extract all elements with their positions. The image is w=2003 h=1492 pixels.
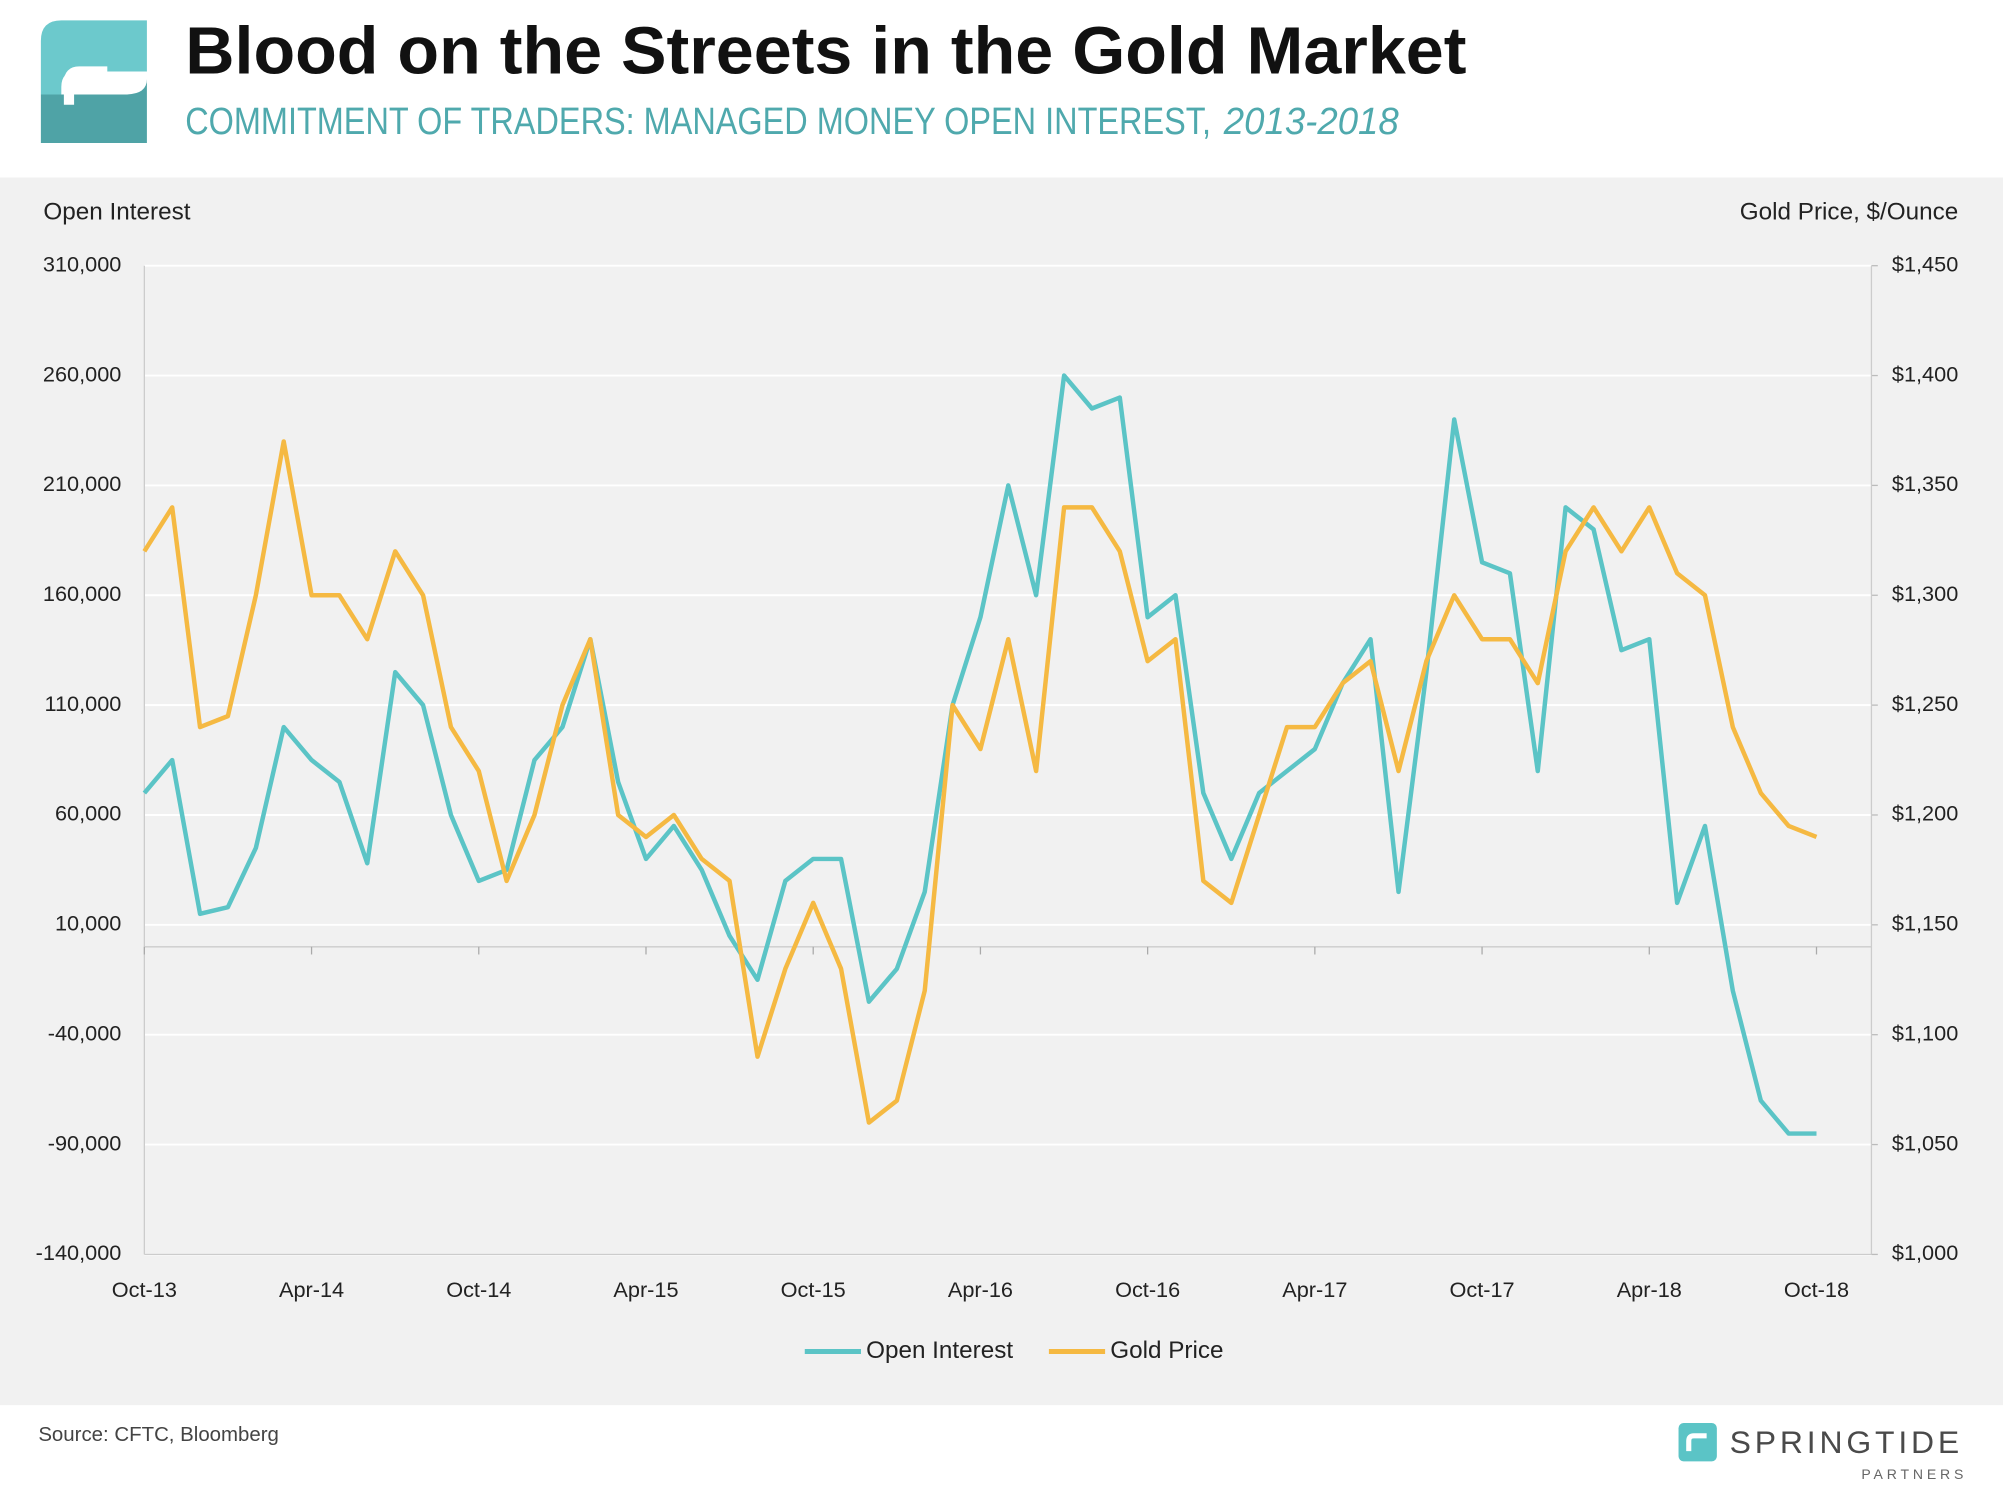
y2-tick-label: $1,100 bbox=[1892, 1020, 1958, 1045]
legend-label: Open Interest bbox=[866, 1337, 1013, 1364]
x-tick-label: Oct-16 bbox=[1115, 1277, 1180, 1302]
y-axis-label: Open Interest bbox=[43, 199, 190, 226]
x-tick-label: Apr-18 bbox=[1617, 1277, 1682, 1302]
y2-tick-label: $1,450 bbox=[1892, 251, 1958, 276]
brand-sub: PARTNERS bbox=[1861, 1466, 1967, 1482]
x-tick-label: Oct-14 bbox=[446, 1277, 511, 1302]
footer-logo bbox=[1678, 1423, 1717, 1462]
y2-tick-label: $1,350 bbox=[1892, 471, 1958, 496]
y-tick-label: 310,000 bbox=[43, 251, 121, 276]
x-tick-label: Apr-16 bbox=[948, 1277, 1013, 1302]
title: Blood on the Streets in the Gold Market bbox=[185, 15, 1466, 89]
x-tick-label: Apr-14 bbox=[279, 1277, 344, 1302]
subtitle: COMMITMENT OF TRADERS: MANAGED MONEY OPE… bbox=[185, 100, 1211, 143]
y-tick-label: 210,000 bbox=[43, 471, 121, 496]
y-tick-label: 260,000 bbox=[43, 361, 121, 386]
x-tick-label: Oct-13 bbox=[112, 1277, 177, 1302]
y-tick-label: -40,000 bbox=[48, 1020, 122, 1045]
line-series bbox=[142, 439, 1818, 1125]
x-tick-label: Oct-15 bbox=[781, 1277, 846, 1302]
line-series bbox=[142, 373, 1817, 1136]
y-tick-label: 60,000 bbox=[55, 801, 121, 826]
source: Source: CFTC, Bloomberg bbox=[38, 1424, 279, 1446]
y2-tick-label: $1,150 bbox=[1892, 911, 1958, 936]
x-tick-label: Apr-15 bbox=[613, 1277, 678, 1302]
brand: SPRINGTIDE bbox=[1730, 1424, 1963, 1460]
y2-tick-label: $1,400 bbox=[1892, 361, 1958, 386]
y-tick-label: -90,000 bbox=[48, 1130, 122, 1155]
y2-tick-label: $1,000 bbox=[1892, 1240, 1958, 1265]
y-tick-label: 110,000 bbox=[45, 691, 122, 716]
subtitle-years: 2013-2018 bbox=[1223, 100, 1400, 143]
x-tick-label: Apr-17 bbox=[1282, 1277, 1347, 1302]
y2-tick-label: $1,300 bbox=[1892, 581, 1958, 606]
y-tick-label: -140,000 bbox=[36, 1240, 122, 1265]
chart-background bbox=[0, 177, 2003, 1406]
y2-tick-label: $1,050 bbox=[1892, 1130, 1958, 1155]
x-tick-label: Oct-17 bbox=[1449, 1277, 1514, 1302]
legend-label: Gold Price bbox=[1110, 1337, 1223, 1364]
y2-tick-label: $1,250 bbox=[1892, 691, 1958, 716]
y2-axis-label: Gold Price, $/Ounce bbox=[1740, 199, 1958, 226]
y-tick-label: 160,000 bbox=[43, 581, 121, 606]
logo bbox=[40, 20, 147, 144]
y2-tick-label: $1,200 bbox=[1892, 801, 1958, 826]
y-tick-label: 10,000 bbox=[55, 911, 121, 936]
x-tick-label: Oct-18 bbox=[1784, 1277, 1849, 1302]
